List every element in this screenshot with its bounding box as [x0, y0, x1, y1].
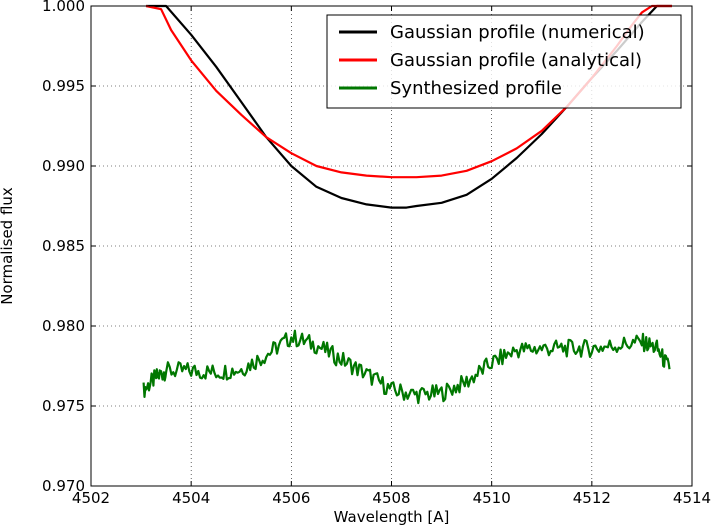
y-axis-label: Normalised flux	[0, 187, 16, 305]
y-tick-label: 1.000	[42, 0, 85, 15]
y-tick-label: 0.985	[42, 237, 85, 255]
y-tick-label: 0.980	[42, 317, 85, 335]
y-tick-label: 0.970	[42, 477, 85, 495]
x-tick-label: 4504	[172, 489, 210, 507]
series-line-3	[142, 329, 671, 405]
legend: Gaussian profile (numerical) Gaussian pro…	[326, 14, 682, 109]
legend-label: Gaussian profile (numerical)	[390, 22, 645, 43]
x-tick-label: 4510	[473, 489, 511, 507]
x-tick-label: 4512	[573, 489, 611, 507]
y-tick-label: 0.995	[42, 77, 85, 95]
x-tick-label: 4508	[372, 489, 410, 507]
legend-label: Gaussian profile (analytical)	[390, 50, 642, 71]
y-tick-label: 0.990	[42, 157, 85, 175]
y-tick-label: 0.975	[42, 397, 85, 415]
x-tick-label: 4502	[72, 489, 110, 507]
legend-box	[326, 14, 682, 109]
legend-label: Synthesized profile	[390, 78, 562, 99]
x-axis-label: Wavelength [A]	[334, 508, 450, 525]
x-tick-label: 4506	[272, 489, 310, 507]
x-tick-label: 4514	[673, 489, 711, 507]
ticks: 4502 4504 4506 4508 4510 4512 4514 0.970 0.975 0.…	[42, 0, 711, 507]
